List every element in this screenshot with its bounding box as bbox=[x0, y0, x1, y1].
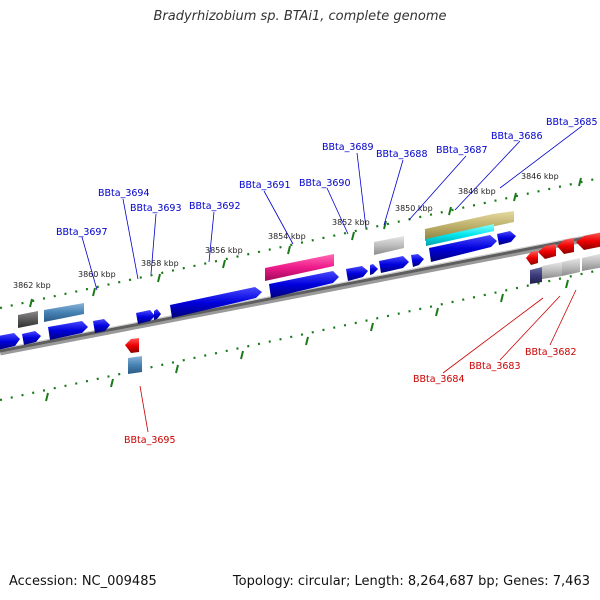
forward-label-leaders bbox=[81, 125, 583, 291]
topology-text: Topology: circular; Length: 8,264,687 bp… bbox=[232, 574, 590, 589]
reverse-label-leaders bbox=[139, 289, 577, 433]
gene-arrow[interactable] bbox=[346, 266, 368, 281]
gene-arrow[interactable] bbox=[125, 338, 139, 353]
gene-arrow[interactable] bbox=[370, 264, 378, 275]
tick-label-3860: 3860 kbp bbox=[78, 270, 116, 279]
gene-box[interactable] bbox=[542, 262, 562, 279]
gene-arrow[interactable] bbox=[538, 244, 556, 259]
tick-label-3856: 3856 kbp bbox=[205, 246, 243, 255]
gene-label-bbta-3695[interactable]: BBta_3695 bbox=[124, 435, 176, 446]
gene-label-bbta-3684[interactable]: BBta_3684 bbox=[413, 374, 465, 385]
gene-arrow[interactable] bbox=[429, 235, 497, 262]
tick-label-3852: 3852 kbp bbox=[332, 218, 370, 227]
reverse-genes-track bbox=[125, 232, 600, 374]
gene-arrow[interactable] bbox=[93, 319, 110, 333]
gene-arrow[interactable] bbox=[379, 256, 409, 273]
gene-box[interactable] bbox=[44, 303, 84, 322]
gene-box[interactable] bbox=[562, 258, 580, 276]
forward-major-ticks bbox=[29, 177, 582, 308]
tick-label-3846: 3846 kbp bbox=[521, 172, 559, 181]
reverse-major-ticks bbox=[45, 279, 569, 402]
genome-backbone bbox=[0, 232, 600, 356]
gene-label-bbta-3691[interactable]: BBta_3691 bbox=[239, 180, 291, 191]
gene-label-bbta-3697[interactable]: BBta_3697 bbox=[56, 227, 108, 238]
gene-box[interactable] bbox=[265, 254, 334, 281]
gene-label-bbta-3687[interactable]: BBta_3687 bbox=[436, 145, 488, 156]
gene-label-bbta-3694[interactable]: BBta_3694 bbox=[98, 188, 150, 199]
gene-arrow[interactable] bbox=[0, 333, 20, 350]
gene-label-bbta-3686[interactable]: BBta_3686 bbox=[491, 131, 543, 142]
gene-box[interactable] bbox=[426, 224, 494, 246]
gene-arrow[interactable] bbox=[557, 238, 574, 254]
gene-label-bbta-3682[interactable]: BBta_3682 bbox=[525, 347, 577, 358]
gene-label-bbta-3685[interactable]: BBta_3685 bbox=[546, 117, 598, 128]
tick-label-3848: 3848 kbp bbox=[458, 187, 496, 196]
genome-title: Bradyrhizobium sp. BTAi1, complete genom… bbox=[153, 9, 447, 24]
gene-label-bbta-3689[interactable]: BBta_3689 bbox=[322, 142, 374, 153]
gene-label-bbta-3690[interactable]: BBta_3690 bbox=[299, 178, 351, 189]
gene-arrow[interactable] bbox=[22, 331, 41, 345]
gene-box[interactable] bbox=[374, 236, 404, 255]
gene-label-bbta-3688[interactable]: BBta_3688 bbox=[376, 149, 428, 160]
gene-arrow[interactable] bbox=[497, 231, 516, 245]
gene-box[interactable] bbox=[530, 267, 542, 284]
gene-arrow[interactable] bbox=[269, 271, 339, 298]
gene-box[interactable] bbox=[128, 356, 142, 374]
tick-label-3858: 3858 kbp bbox=[141, 259, 179, 268]
gene-arrow[interactable] bbox=[411, 254, 424, 267]
gene-label-bbta-3693[interactable]: BBta_3693 bbox=[130, 203, 182, 214]
gene-box[interactable] bbox=[18, 311, 38, 328]
forward-genes-track bbox=[0, 211, 516, 350]
gene-arrow[interactable] bbox=[170, 287, 262, 318]
gene-box[interactable] bbox=[425, 211, 514, 241]
gene-arrow[interactable] bbox=[48, 321, 88, 340]
gene-box[interactable] bbox=[582, 253, 600, 271]
gene-arrow[interactable] bbox=[526, 251, 538, 265]
gene-arrow[interactable] bbox=[576, 232, 600, 250]
tick-label-3862: 3862 kbp bbox=[13, 281, 51, 290]
gene-label-bbta-3683[interactable]: BBta_3683 bbox=[469, 361, 521, 372]
tick-label-3854: 3854 kbp bbox=[268, 232, 306, 241]
accession-text: Accession: NC_009485 bbox=[9, 574, 157, 589]
gene-label-bbta-3692[interactable]: BBta_3692 bbox=[189, 201, 241, 212]
gene-arrow[interactable] bbox=[136, 310, 155, 324]
tick-label-3850: 3850 kbp bbox=[395, 204, 433, 213]
gene-arrow[interactable] bbox=[154, 309, 161, 320]
